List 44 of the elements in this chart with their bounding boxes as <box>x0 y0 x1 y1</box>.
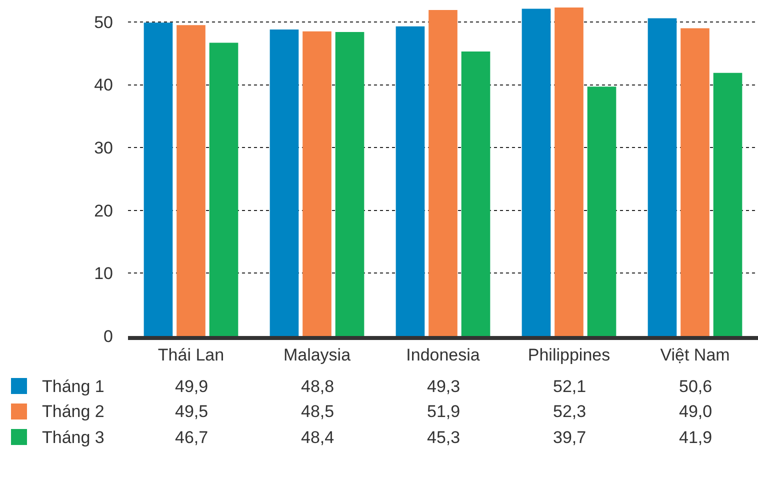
bar <box>713 72 742 336</box>
bar <box>522 8 551 336</box>
data-label: 52,1 <box>553 377 586 396</box>
data-label: 50,6 <box>679 377 712 396</box>
data-label: 49,0 <box>679 402 712 421</box>
bar <box>396 26 425 336</box>
bar <box>270 30 299 336</box>
y-tick-label: 20 <box>94 201 113 220</box>
x-tick-label: Malaysia <box>283 345 352 364</box>
data-label: 49,5 <box>175 402 208 421</box>
bar <box>144 22 173 336</box>
bar <box>587 86 616 336</box>
x-tick-label: Philippines <box>528 345 610 364</box>
y-tick-label: 10 <box>94 264 113 284</box>
data-label: 46,7 <box>175 428 208 447</box>
bar <box>335 32 364 336</box>
x-tick-label: Thái Lan <box>158 345 224 364</box>
data-label: 41,9 <box>679 428 712 447</box>
bar <box>428 10 458 336</box>
legend-label: Tháng 3 <box>42 428 104 447</box>
bar <box>648 18 677 336</box>
y-tick-label: 40 <box>94 76 113 95</box>
bar <box>680 28 710 336</box>
bar <box>209 42 238 336</box>
data-label: 52,3 <box>553 402 586 421</box>
data-label: 39,7 <box>553 428 586 447</box>
data-label: 45,3 <box>427 428 460 447</box>
x-tick-label: Việt Nam <box>660 345 730 364</box>
data-label: 49,3 <box>427 377 460 396</box>
legend-label: Tháng 2 <box>42 402 104 421</box>
legend-label: Tháng 1 <box>42 377 104 396</box>
data-label: 48,5 <box>301 402 334 421</box>
data-label: 51,9 <box>427 402 460 421</box>
y-tick-label: 30 <box>94 138 113 158</box>
y-tick-label: 0 <box>104 326 113 346</box>
bar <box>302 31 332 336</box>
y-tick-label: 50 <box>94 12 113 32</box>
x-tick-label: Indonesia <box>406 345 480 364</box>
bar <box>461 52 490 336</box>
bar <box>176 25 206 336</box>
bar <box>554 8 584 336</box>
data-label: 48,4 <box>301 428 334 447</box>
data-label: 49,9 <box>175 377 208 396</box>
data-label: 48,8 <box>301 377 334 396</box>
